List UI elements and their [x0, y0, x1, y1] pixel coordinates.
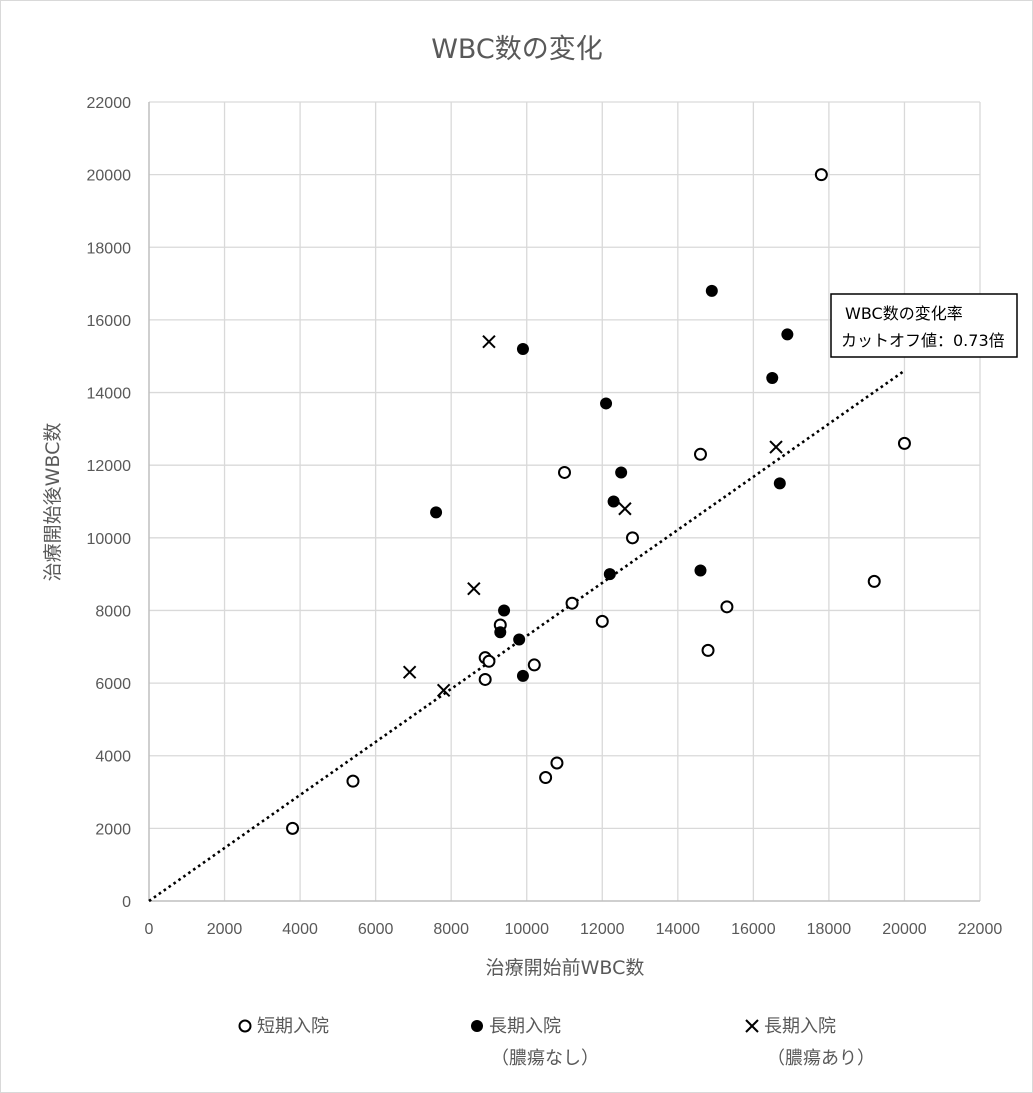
point-long-stay-no-abscess [498, 604, 511, 617]
x-tick-label: 10000 [504, 921, 549, 938]
point-short-stay [550, 756, 564, 770]
axes [148, 102, 980, 902]
point-long-stay-no-abscess [705, 284, 718, 297]
point-long-stay-no-abscess [600, 397, 613, 410]
trendline [148, 369, 906, 903]
x-tick-label: 0 [145, 921, 154, 938]
point-short-stay [539, 771, 553, 785]
point-long-stay-abscess [402, 665, 417, 679]
y-tick-label: 16000 [87, 313, 132, 330]
point-short-stay [897, 436, 911, 450]
x-tick-label: 12000 [580, 921, 625, 938]
point-long-stay-abscess [618, 502, 632, 516]
point-long-stay-no-abscess [766, 372, 779, 385]
point-short-stay [814, 168, 828, 182]
point-long-stay-no-abscess [694, 564, 707, 577]
point-short-stay [693, 447, 707, 461]
point-short-stay [558, 465, 571, 479]
gridlines [149, 101, 981, 901]
y-tick-label: 0 [122, 894, 131, 911]
point-long-stay-no-abscess [615, 466, 628, 479]
point-short-stay [720, 600, 734, 614]
y-tick-label: 4000 [95, 749, 131, 766]
point-long-stay-abscess [467, 581, 481, 596]
legend-sublabel-abscess: （膿瘍あり） [767, 1048, 875, 1069]
point-short-stay [867, 574, 881, 588]
point-long-stay-no-abscess [494, 626, 507, 639]
x-tick-label: 2000 [207, 921, 243, 938]
point-long-stay-no-abscess [607, 495, 620, 508]
point-short-stay [625, 531, 639, 545]
x-tick-label: 14000 [656, 921, 701, 938]
point-short-stay [527, 658, 541, 672]
x-tick-label: 4000 [282, 921, 318, 938]
point-long-stay-no-abscess [516, 342, 529, 355]
annotation-line-1: WBC数の変化率 [845, 304, 963, 323]
y-tick-label: 8000 [95, 603, 131, 620]
legend-label-long-stay-2: 長期入院 [764, 1016, 836, 1037]
y-tick-label: 12000 [87, 458, 132, 475]
x-tick-labels: 0 2000 4000 6000 8000 10000 12000 14000 16000 180… [145, 921, 1003, 938]
point-long-stay-no-abscess [603, 568, 616, 581]
legend-open-circle-icon [238, 1019, 252, 1033]
cutoff-trendline [148, 369, 906, 903]
point-short-stay [701, 643, 715, 657]
legend-sublabel-no-abscess: （膿瘍なし） [491, 1048, 599, 1069]
annotation-box [830, 293, 1018, 358]
point-short-stay [478, 672, 492, 686]
y-tick-labels: 0 2000 4000 6000 8000 10000 12000 14000 16000 180… [87, 95, 132, 911]
point-long-stay-abscess [436, 683, 451, 698]
point-short-stay [565, 596, 579, 610]
legend-label-long-stay: 長期入院 [489, 1016, 561, 1037]
point-short-stay [346, 774, 360, 788]
y-tick-label: 2000 [95, 821, 131, 838]
point-long-stay-abscess [769, 440, 783, 454]
y-tick-label: 22000 [87, 95, 132, 112]
legend-filled-circle-icon [471, 1020, 483, 1032]
y-tick-label: 14000 [87, 386, 132, 403]
y-tick-label: 10000 [87, 531, 132, 548]
x-tick-label: 22000 [958, 921, 1003, 938]
point-long-stay-no-abscess [430, 506, 443, 519]
x-tick-label: 8000 [433, 921, 469, 938]
x-axis-title: 治療開始前WBC数 [486, 957, 645, 979]
y-tick-label: 6000 [95, 676, 131, 693]
point-short-stay [595, 614, 609, 628]
point-long-stay-no-abscess [773, 477, 786, 490]
point-long-stay-no-abscess [513, 633, 526, 646]
annotation-line-2: カットオフ値：0.73倍 [841, 331, 1005, 350]
legend: 短期入院 長期入院 （膿瘍なし） 長期入院 （膿瘍あり） [238, 1016, 875, 1069]
y-axis-title: 治療開始後WBC数 [42, 423, 64, 582]
point-long-stay-no-abscess [516, 669, 529, 682]
point-long-stay-no-abscess [781, 328, 794, 341]
legend-x-icon [745, 1019, 759, 1033]
y-tick-label: 18000 [87, 240, 132, 257]
point-short-stay [482, 654, 496, 668]
legend-item-long-stay-no-abscess: 長期入院 （膿瘍なし） [471, 1016, 599, 1069]
y-tick-label: 20000 [87, 168, 132, 185]
x-tick-label: 6000 [358, 921, 394, 938]
x-tick-label: 16000 [731, 921, 776, 938]
x-tick-label: 18000 [807, 921, 852, 938]
point-long-stay-abscess [482, 334, 496, 349]
x-tick-label: 20000 [882, 921, 927, 938]
legend-label-short-stay: 短期入院 [257, 1016, 329, 1037]
chart-title: WBC数の変化 [431, 34, 603, 65]
legend-item-long-stay-abscess: 長期入院 （膿瘍あり） [745, 1016, 875, 1069]
legend-item-short-stay: 短期入院 [238, 1016, 329, 1037]
point-short-stay [286, 821, 300, 835]
cutoff-annotation: WBC数の変化率 カットオフ値：0.73倍 [830, 293, 1018, 358]
data-points [286, 168, 911, 835]
